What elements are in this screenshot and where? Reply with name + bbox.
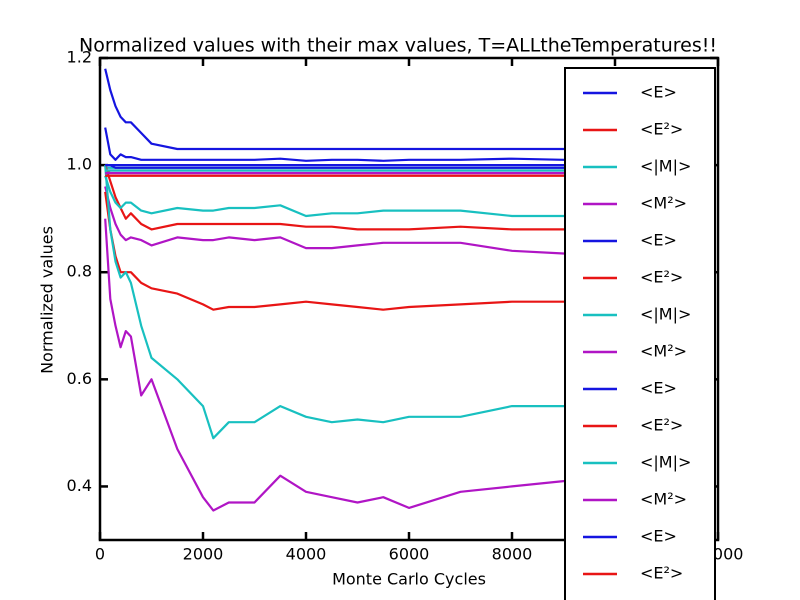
series-line — [104, 164, 708, 231]
legend-box — [564, 67, 716, 600]
y-tick-label: 0.8 — [67, 262, 92, 281]
x-tick-label: 6000 — [389, 545, 430, 564]
legend-label: <|M|> — [640, 305, 691, 324]
x-axis-label: Monte Carlo Cycles — [332, 570, 486, 589]
x-tick-label: 0 — [95, 545, 105, 564]
legend-label: <|M|> — [640, 157, 691, 176]
series-line — [104, 127, 708, 162]
series-line — [104, 186, 708, 258]
legend-label: <E²> — [640, 268, 683, 287]
series-line — [104, 165, 708, 440]
series-line — [104, 68, 708, 151]
series-line — [104, 175, 708, 220]
legend-label: <|M|> — [640, 453, 691, 472]
legend-label: <M²> — [640, 194, 687, 213]
x-tick-label: 8000 — [492, 545, 533, 564]
legend-label: <E²> — [640, 120, 683, 139]
series-line — [104, 218, 708, 512]
legend-label: <M²> — [640, 490, 687, 509]
y-tick-label: 0.6 — [67, 369, 92, 388]
y-axis-label: Normalized values — [38, 226, 57, 374]
legend-label: <E> — [640, 527, 677, 546]
y-tick-label: 0.4 — [67, 476, 92, 495]
x-tick-label: 4000 — [286, 545, 327, 564]
x-tick-label: 2000 — [183, 545, 224, 564]
series-line — [105, 164, 708, 169]
chart-title: Normalized values with their max values,… — [79, 35, 717, 57]
legend-label: <E²> — [640, 564, 683, 583]
y-tick-label: 1.2 — [67, 48, 92, 67]
legend-label: <M²> — [640, 342, 687, 361]
legend-label: <E> — [640, 231, 677, 250]
legend-label: <E²> — [640, 416, 683, 435]
legend-label: <E> — [640, 83, 677, 102]
legend-label: <E> — [640, 379, 677, 398]
y-tick-label: 1.0 — [67, 155, 92, 174]
